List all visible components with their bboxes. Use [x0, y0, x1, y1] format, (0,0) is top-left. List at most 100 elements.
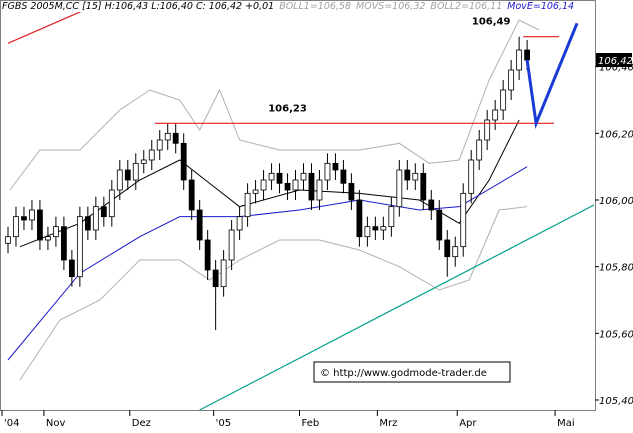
x-tick-label: '04 [4, 418, 19, 429]
candle-body [84, 216, 91, 231]
indicator-line [7, 166, 528, 361]
candle-body [260, 179, 267, 191]
candle-body [124, 169, 131, 181]
candle-body [300, 172, 307, 181]
candle-body [396, 169, 403, 208]
x-tick-label: Apr [459, 418, 477, 429]
candle-body [188, 179, 195, 211]
header-item: MovE=106,14 [507, 1, 575, 12]
plot-frame [0, 0, 596, 411]
candle-body [268, 172, 275, 181]
candle-body [204, 239, 211, 271]
candle-body [108, 189, 115, 218]
candle-body [476, 139, 483, 161]
candle-body [21, 216, 27, 221]
candle-body [364, 226, 371, 238]
candle-body [13, 216, 19, 238]
candle-body [452, 246, 459, 258]
copyright-box [313, 361, 511, 383]
x-tick-label: '05 [216, 418, 231, 429]
candle-body [212, 269, 219, 288]
candle-body [460, 192, 467, 248]
candle-body [420, 172, 427, 201]
candle-body [92, 206, 99, 231]
candle-body [276, 172, 283, 184]
candle-body [516, 49, 523, 71]
candle-body [316, 179, 323, 201]
candle-body [29, 209, 35, 221]
x-tick-label: Feb [301, 418, 319, 429]
header-item: BOLL1=106,58 [279, 1, 352, 12]
y-tick-label: 105,40 [599, 396, 633, 407]
candle-body [484, 119, 491, 141]
candle-body [468, 159, 475, 194]
candle-body [500, 89, 507, 111]
candle-body [404, 169, 411, 181]
x-tick-label: Dez [132, 418, 151, 429]
copyright: © http://www.godmode-trader.de [320, 368, 487, 379]
candle-body [444, 239, 451, 258]
candle-body [492, 109, 499, 121]
x-tick-label: Nov [46, 418, 66, 429]
candle-body [132, 162, 139, 181]
drawn-line [525, 22, 579, 130]
candle-body [508, 69, 515, 91]
candle-body [140, 159, 147, 164]
header: FGBS 2005M,CC [15] H:106,43 L:106,40 C: … [2, 1, 580, 12]
bottom-axis [0, 411, 633, 433]
header-item: BOLL2=106,11 [430, 1, 503, 12]
candle-body [348, 182, 355, 201]
candle-body [76, 216, 83, 278]
level-label: 106,23 [268, 103, 307, 114]
candle-body [172, 132, 179, 144]
candle-body [45, 236, 51, 241]
header-item: MOVS=106,32 [356, 1, 426, 12]
candle-body [156, 139, 163, 151]
last-price-box [596, 53, 632, 67]
y-tick-label: 106,00 [599, 196, 633, 207]
indicator-line [19, 206, 528, 381]
candle-body [116, 169, 123, 191]
candle-body [180, 142, 187, 181]
drawn-line [199, 204, 595, 411]
candle-body [412, 172, 419, 181]
candle-body [100, 206, 107, 218]
last-price-label: 106,42 [598, 56, 633, 67]
candle-body [148, 149, 155, 161]
indicator-line [9, 19, 540, 191]
candle-body [37, 209, 43, 241]
y-tick-label: 106,20 [599, 129, 633, 140]
candle-body [436, 209, 443, 241]
candle-body [428, 199, 435, 211]
candle-body [252, 189, 259, 194]
candle-body [196, 209, 203, 241]
candle-body [244, 192, 251, 218]
y-tick-label: 106,40 [599, 63, 633, 74]
candle-body [372, 226, 379, 231]
candle-body [228, 229, 235, 261]
candle-body [5, 236, 11, 244]
candle-body [380, 226, 387, 231]
x-tick-label: Mai [557, 418, 575, 429]
candle-body [60, 226, 67, 261]
candle-body [356, 199, 363, 238]
y-tick-label: 105,80 [599, 263, 633, 274]
candle-body [524, 49, 531, 61]
level-label: 106,49 [472, 17, 511, 28]
x-tick-label: Mrz [379, 418, 397, 429]
candle-body [284, 182, 291, 191]
candle-body [332, 162, 339, 171]
candle-body [340, 169, 347, 184]
candle-body [236, 216, 243, 231]
y-tick-label: 105,60 [599, 329, 633, 340]
candle-body [220, 259, 227, 288]
candle-body [164, 132, 171, 141]
candle-body [68, 259, 75, 278]
candle-body [308, 172, 315, 201]
candle-body [388, 206, 395, 228]
header-item: FGBS 2005M,CC [15] H:106,43 L:106,40 C: … [2, 1, 275, 12]
candle-body [292, 179, 299, 191]
candle-body [324, 162, 331, 181]
